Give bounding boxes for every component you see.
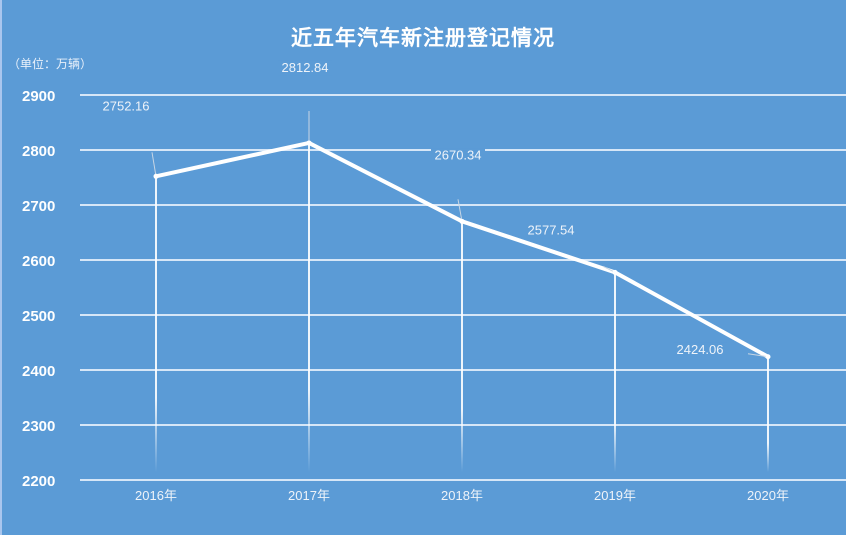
label-bg bbox=[673, 342, 727, 358]
chart-title: 近五年汽车新注册登记情况 bbox=[291, 27, 555, 50]
data-point-2020年 bbox=[765, 354, 771, 360]
y-tick-label: 2400 bbox=[22, 363, 55, 380]
drop-line-2016年 bbox=[155, 176, 157, 472]
leader-line bbox=[747, 353, 769, 358]
leader-line bbox=[151, 152, 157, 177]
left-border bbox=[0, 0, 2, 535]
data-label-2018年: 2670.34 bbox=[435, 147, 482, 162]
label-bg bbox=[431, 148, 485, 164]
data-point-2016年 bbox=[153, 173, 159, 179]
drop-line-2019年 bbox=[614, 272, 616, 472]
y-axis-unit-label: （单位：万辆） bbox=[8, 57, 93, 71]
y-tick-label: 2900 bbox=[22, 88, 55, 105]
y-tick-label: 2700 bbox=[22, 198, 55, 215]
x-tick-label: 2020年 bbox=[747, 488, 789, 503]
data-point-2017年 bbox=[306, 140, 312, 146]
label-bg bbox=[524, 223, 578, 239]
data-point-2018年 bbox=[459, 218, 465, 224]
data-label-2020年: 2424.06 bbox=[677, 342, 724, 357]
leader-line bbox=[457, 199, 463, 222]
y-tick-label: 2600 bbox=[22, 253, 55, 270]
label-bg bbox=[99, 99, 153, 115]
drop-line-2017年 bbox=[308, 142, 310, 473]
y-tick-label: 2300 bbox=[22, 418, 55, 435]
drop-line-2018年 bbox=[461, 221, 463, 472]
x-tick-label: 2016年 bbox=[135, 488, 177, 503]
data-label-2019年: 2577.54 bbox=[528, 222, 575, 237]
data-label-2017年: 2812.84 bbox=[282, 60, 329, 75]
y-tick-label: 2200 bbox=[22, 473, 55, 490]
label-bg bbox=[278, 60, 332, 76]
x-tick-label: 2018年 bbox=[441, 488, 483, 503]
x-tick-label: 2019年 bbox=[594, 488, 636, 503]
x-tick-label: 2017年 bbox=[288, 488, 330, 503]
y-tick-label: 2800 bbox=[22, 143, 55, 160]
y-tick-label: 2500 bbox=[22, 308, 55, 325]
data-point-2019年 bbox=[612, 269, 618, 275]
drop-line-2020年 bbox=[767, 356, 769, 472]
data-label-2016年: 2752.16 bbox=[103, 98, 150, 113]
